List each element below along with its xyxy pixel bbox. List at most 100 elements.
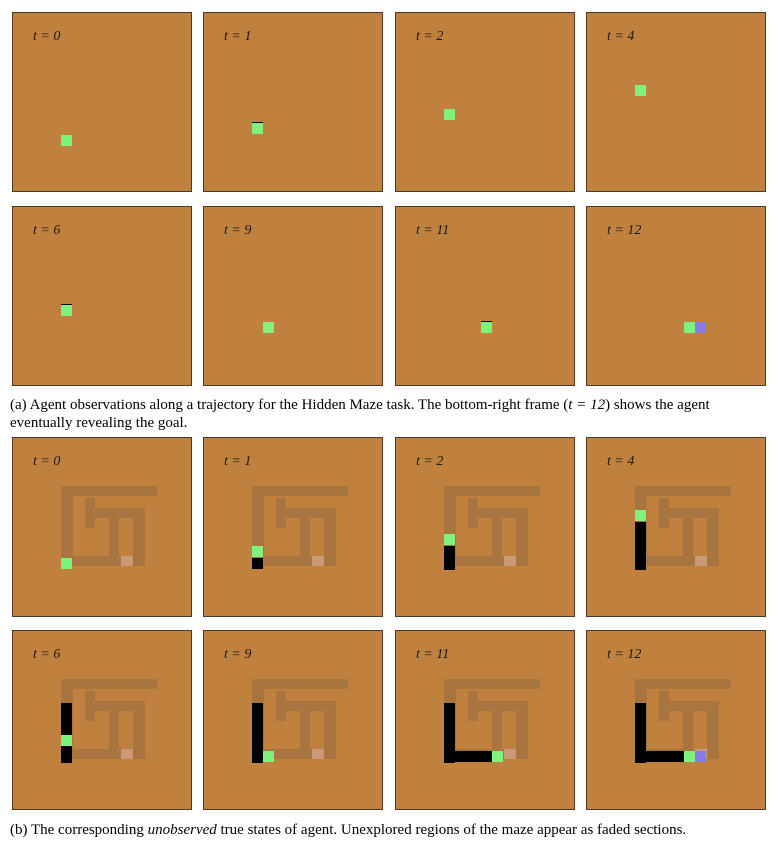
maze-goal-faded (695, 556, 707, 566)
trail-segment (61, 703, 72, 763)
trail-segment (252, 703, 263, 763)
time-step-label: t = 2 (416, 29, 444, 44)
caption-a-text-2: ) shows the agent eventually revealing t… (10, 397, 710, 431)
maze-wall-faded (683, 508, 693, 556)
true-state-frame-canvas (444, 679, 540, 763)
time-step-label: t = 12 (607, 223, 642, 238)
maze-wall-faded (444, 679, 540, 689)
maze-wall-faded (264, 749, 336, 759)
agent-square (252, 546, 263, 557)
true-state-frame: t = 4 (586, 437, 766, 617)
agent-square (61, 135, 72, 146)
observation-frame-canvas (61, 135, 72, 146)
observation-frame: t = 11 (395, 206, 575, 386)
trail-segment (252, 558, 263, 569)
maze-goal-faded (504, 556, 516, 566)
observation-frame-canvas (684, 322, 706, 333)
maze-wall-faded (109, 508, 119, 556)
agent-square (61, 735, 72, 746)
true-state-frame-canvas (61, 486, 157, 569)
time-step-label: t = 12 (607, 647, 642, 662)
caption-a-math: t = 12 (568, 397, 606, 413)
caption-b: (b) The corresponding unobserved true st… (10, 821, 770, 839)
observation-frame-canvas (444, 109, 455, 120)
true-state-frame: t = 0 (12, 437, 192, 617)
agent-square (61, 558, 72, 569)
maze-wall-faded (133, 701, 145, 759)
maze-wall-faded (133, 508, 145, 566)
maze-wall-faded (516, 508, 528, 566)
observation-frame: t = 12 (586, 206, 766, 386)
maze-wall-faded (324, 701, 336, 759)
maze-wall-faded (707, 701, 719, 759)
maze-wall-faded (456, 556, 528, 566)
maze-wall-faded (707, 508, 719, 566)
observation-frame: t = 9 (203, 206, 383, 386)
time-step-label: t = 1 (224, 454, 252, 469)
agent-square (263, 751, 274, 762)
trail-segment (444, 546, 455, 570)
agent-square (263, 322, 274, 333)
time-step-label: t = 4 (607, 29, 635, 44)
caption-b-text-1: (b) The corresponding (10, 822, 148, 838)
caption-b-emphasis: unobserved (147, 822, 217, 838)
caption-a-text-1: (a) Agent observations along a trajector… (10, 397, 569, 413)
time-step-label: t = 9 (224, 647, 252, 662)
agent-square (444, 534, 455, 545)
agent-square (684, 322, 695, 333)
agent-square (684, 751, 695, 762)
maze-wall-faded (683, 701, 693, 749)
time-step-label: t = 9 (224, 223, 252, 238)
maze-wall-faded (492, 701, 502, 749)
maze-wall-faded (109, 701, 119, 749)
maze-wall-faded (300, 701, 310, 749)
true-state-frame: t = 1 (203, 437, 383, 617)
maze-wall-faded (61, 486, 157, 496)
agent-square (444, 109, 455, 120)
time-step-label: t = 6 (33, 223, 61, 238)
observation-frame: t = 1 (203, 12, 383, 192)
time-step-label: t = 4 (607, 454, 635, 469)
agent-square (635, 510, 646, 521)
time-step-label: t = 2 (416, 454, 444, 469)
trail-segment (444, 703, 455, 763)
observation-frame-canvas (635, 85, 646, 96)
trail-segment (635, 751, 695, 762)
time-step-label: t = 1 (224, 29, 252, 44)
observation-frame-canvas (263, 322, 274, 333)
time-step-label: t = 11 (416, 647, 450, 662)
maze-wall-faded (252, 679, 348, 689)
maze-goal-faded (504, 749, 516, 759)
true-state-frame: t = 9 (203, 630, 383, 810)
observation-frame: t = 6 (12, 206, 192, 386)
agent-square (635, 85, 646, 96)
observation-frame: t = 4 (586, 12, 766, 192)
maze-wall-faded (444, 486, 540, 496)
maze-wall-faded (252, 486, 348, 496)
maze-wall-faded (300, 508, 310, 556)
maze-wall-faded (73, 556, 145, 566)
maze-wall-faded (324, 508, 336, 566)
observation-frame: t = 0 (12, 12, 192, 192)
observation-frame: t = 2 (395, 12, 575, 192)
caption-b-text-2: true states of agent. Unexplored regions… (216, 822, 687, 838)
agent-square (481, 322, 492, 333)
true-state-frame-canvas (61, 679, 157, 763)
true-state-frame-canvas (635, 486, 731, 570)
goal-square (695, 322, 706, 333)
agent-square (492, 751, 503, 762)
time-step-label: t = 11 (416, 223, 450, 238)
maze-wall-faded (61, 679, 157, 689)
maze-goal-faded (312, 749, 324, 759)
time-step-label: t = 0 (33, 454, 61, 469)
true-state-frame: t = 6 (12, 630, 192, 810)
true-state-frame-canvas (252, 679, 348, 763)
maze-wall-faded (647, 556, 719, 566)
true-state-frame-canvas (252, 486, 348, 569)
caption-a: (a) Agent observations along a trajector… (10, 396, 770, 432)
true-state-frame-canvas (444, 486, 540, 570)
time-step-label: t = 6 (33, 647, 61, 662)
maze-wall-faded (635, 679, 731, 689)
observation-frame-canvas (61, 304, 72, 316)
goal-square (695, 751, 706, 762)
